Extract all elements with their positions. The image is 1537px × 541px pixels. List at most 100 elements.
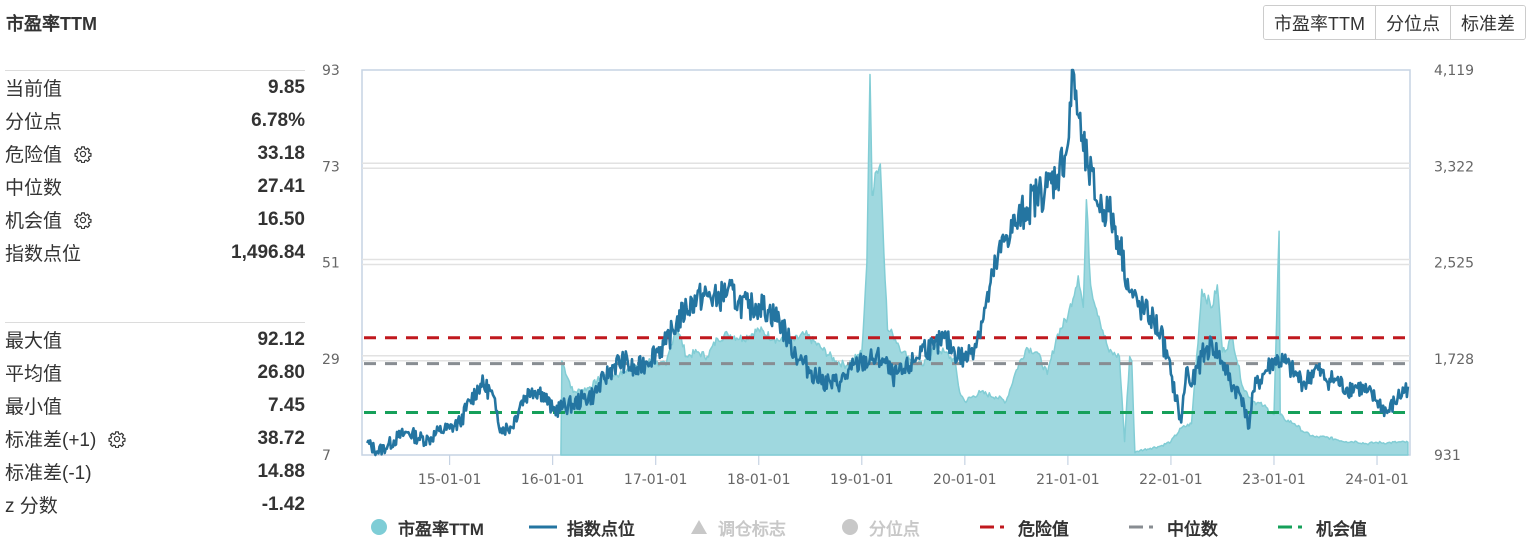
left-axis-tick: 7 (322, 448, 331, 464)
gear-icon[interactable] (74, 211, 92, 229)
stat-label-text: 机会值 (5, 211, 63, 232)
circle-marker-icon (841, 519, 858, 535)
stat-row: 指数点位 1,496.84 (5, 236, 305, 269)
stat-label-text: 分位点 (5, 112, 63, 133)
stat-row: 中位数 27.41 (5, 170, 305, 203)
right-axis-tick: 931 (1434, 448, 1461, 464)
segment-std-dev[interactable]: 标准差 (1451, 6, 1525, 39)
stat-label: 最大值 (5, 326, 62, 353)
stat-label: 当前值 (5, 74, 62, 101)
stat-row: 危险值 33.18 (5, 137, 305, 170)
legend-label: 调仓标志 (717, 519, 786, 539)
x-axis-tick: 24-01-01 (1345, 472, 1409, 488)
line-marker-icon (528, 525, 557, 529)
x-axis-tick: 17-01-01 (624, 472, 688, 488)
stat-label: 标准差(+1) (5, 425, 126, 452)
legend-label: 机会值 (1315, 519, 1367, 539)
left-axis-tick: 51 (322, 256, 340, 272)
stat-row: 标准差(+1) 38.72 (5, 422, 305, 455)
legend-label: 市盈率TTM (398, 519, 484, 539)
x-axis-tick: 16-01-01 (521, 472, 585, 488)
stat-value: 33.18 (257, 142, 305, 164)
stat-row: z 分数 -1.42 (5, 488, 305, 521)
stat-label: 机会值 (5, 206, 92, 233)
x-axis-tick: 19-01-01 (830, 472, 894, 488)
stat-label: 平均值 (5, 359, 62, 386)
stat-value: 1,496.84 (231, 241, 305, 263)
legend-item[interactable]: 危险值 (979, 515, 1069, 540)
right-axis-tick: 3,322 (1434, 159, 1474, 175)
legend-item[interactable]: 市盈率TTM (370, 515, 484, 540)
dash-marker-icon (979, 525, 1004, 529)
stat-label-text: 当前值 (5, 79, 63, 100)
x-axis-tick: 18-01-01 (727, 472, 791, 488)
stat-row: 分位点 6.78% (5, 104, 305, 137)
stat-label: 标准差(-1) (5, 458, 92, 485)
stat-label-text: 平均值 (5, 364, 63, 385)
right-axis-tick: 1,728 (1434, 352, 1474, 368)
stat-value: 27.41 (257, 175, 305, 197)
stats-panel-distribution: 最大值 92.12 平均值 26.80 最小值 7.45 标准差(+1) 38.72 标准差(-… (5, 322, 305, 521)
stat-label-text: z 分数 (5, 496, 58, 517)
stat-value: 14.88 (257, 460, 305, 482)
stat-label: 最小值 (5, 392, 62, 419)
stat-value: 16.50 (257, 208, 305, 230)
right-axis-tick: 4,119 (1434, 63, 1474, 79)
dash-marker-icon (1277, 525, 1302, 529)
stat-label-text: 指数点位 (5, 244, 82, 265)
left-axis-tick: 29 (322, 352, 340, 368)
legend-item[interactable]: 调仓标志 (690, 515, 786, 540)
stat-value: 6.78% (251, 109, 305, 131)
stat-row: 当前值 9.85 (5, 71, 305, 104)
stat-label-text: 危险值 (5, 145, 63, 166)
chart-legend: 市盈率TTM 指数点位 调仓标志 分位点 危险值 中位数 机会值 (370, 514, 1367, 540)
stat-row: 最大值 92.12 (5, 323, 305, 356)
stat-row: 机会值 16.50 (5, 203, 305, 236)
stat-label: 分位点 (5, 107, 62, 134)
legend-item[interactable]: 中位数 (1128, 515, 1218, 540)
x-axis-tick: 23-01-01 (1242, 472, 1306, 488)
x-axis-tick: 20-01-01 (933, 472, 997, 488)
stat-row: 标准差(-1) 14.88 (5, 455, 305, 488)
legend-item[interactable]: 指数点位 (528, 515, 635, 540)
stat-label-text: 最大值 (5, 331, 63, 352)
stat-value: 92.12 (257, 328, 305, 350)
legend-item[interactable]: 机会值 (1277, 515, 1367, 540)
gear-icon[interactable] (108, 430, 126, 448)
legend-label: 危险值 (1017, 519, 1069, 539)
page-title: 市盈率TTM (6, 14, 97, 34)
x-axis-tick: 15-01-01 (418, 472, 482, 488)
left-axis-tick: 93 (322, 63, 340, 79)
stat-label: 指数点位 (5, 239, 81, 266)
stat-label-text: 中位数 (5, 178, 63, 199)
dash-marker-icon (1128, 525, 1153, 529)
right-axis-tick: 2,525 (1434, 256, 1474, 272)
segment-percentile[interactable]: 分位点 (1376, 6, 1451, 39)
stat-row: 平均值 26.80 (5, 356, 305, 389)
legend-label: 分位点 (868, 519, 920, 539)
stat-label-text: 标准差(-1) (5, 463, 92, 484)
x-axis-tick: 21-01-01 (1036, 472, 1100, 488)
stat-label-text: 最小值 (5, 397, 63, 418)
stat-value: 7.45 (268, 394, 305, 416)
stats-panel-current: 当前值 9.85 分位点 6.78% 危险值 33.18 中位数 27.41 机会值 16.50 指… (5, 70, 305, 269)
triangle-marker-icon (690, 520, 707, 534)
stat-value: -1.42 (261, 493, 305, 515)
legend-label: 中位数 (1166, 519, 1218, 539)
metric-segmented-control: 市盈率TTM 分位点 标准差 (1263, 5, 1526, 40)
stat-label: z 分数 (5, 491, 58, 518)
stat-label: 中位数 (5, 173, 62, 200)
circle-marker-icon (371, 519, 387, 535)
x-axis-tick: 22-01-01 (1139, 472, 1203, 488)
legend-label: 指数点位 (566, 519, 635, 539)
stat-label: 危险值 (5, 140, 92, 167)
stat-value: 38.72 (257, 427, 305, 449)
gear-icon[interactable] (74, 145, 92, 163)
left-axis-tick: 73 (322, 159, 340, 175)
segment-pe-ttm[interactable]: 市盈率TTM (1264, 6, 1376, 39)
stat-value: 9.85 (268, 76, 305, 98)
legend-item[interactable]: 分位点 (841, 515, 920, 540)
pe-ttm-area (560, 73, 1409, 456)
stat-value: 26.80 (257, 361, 305, 383)
